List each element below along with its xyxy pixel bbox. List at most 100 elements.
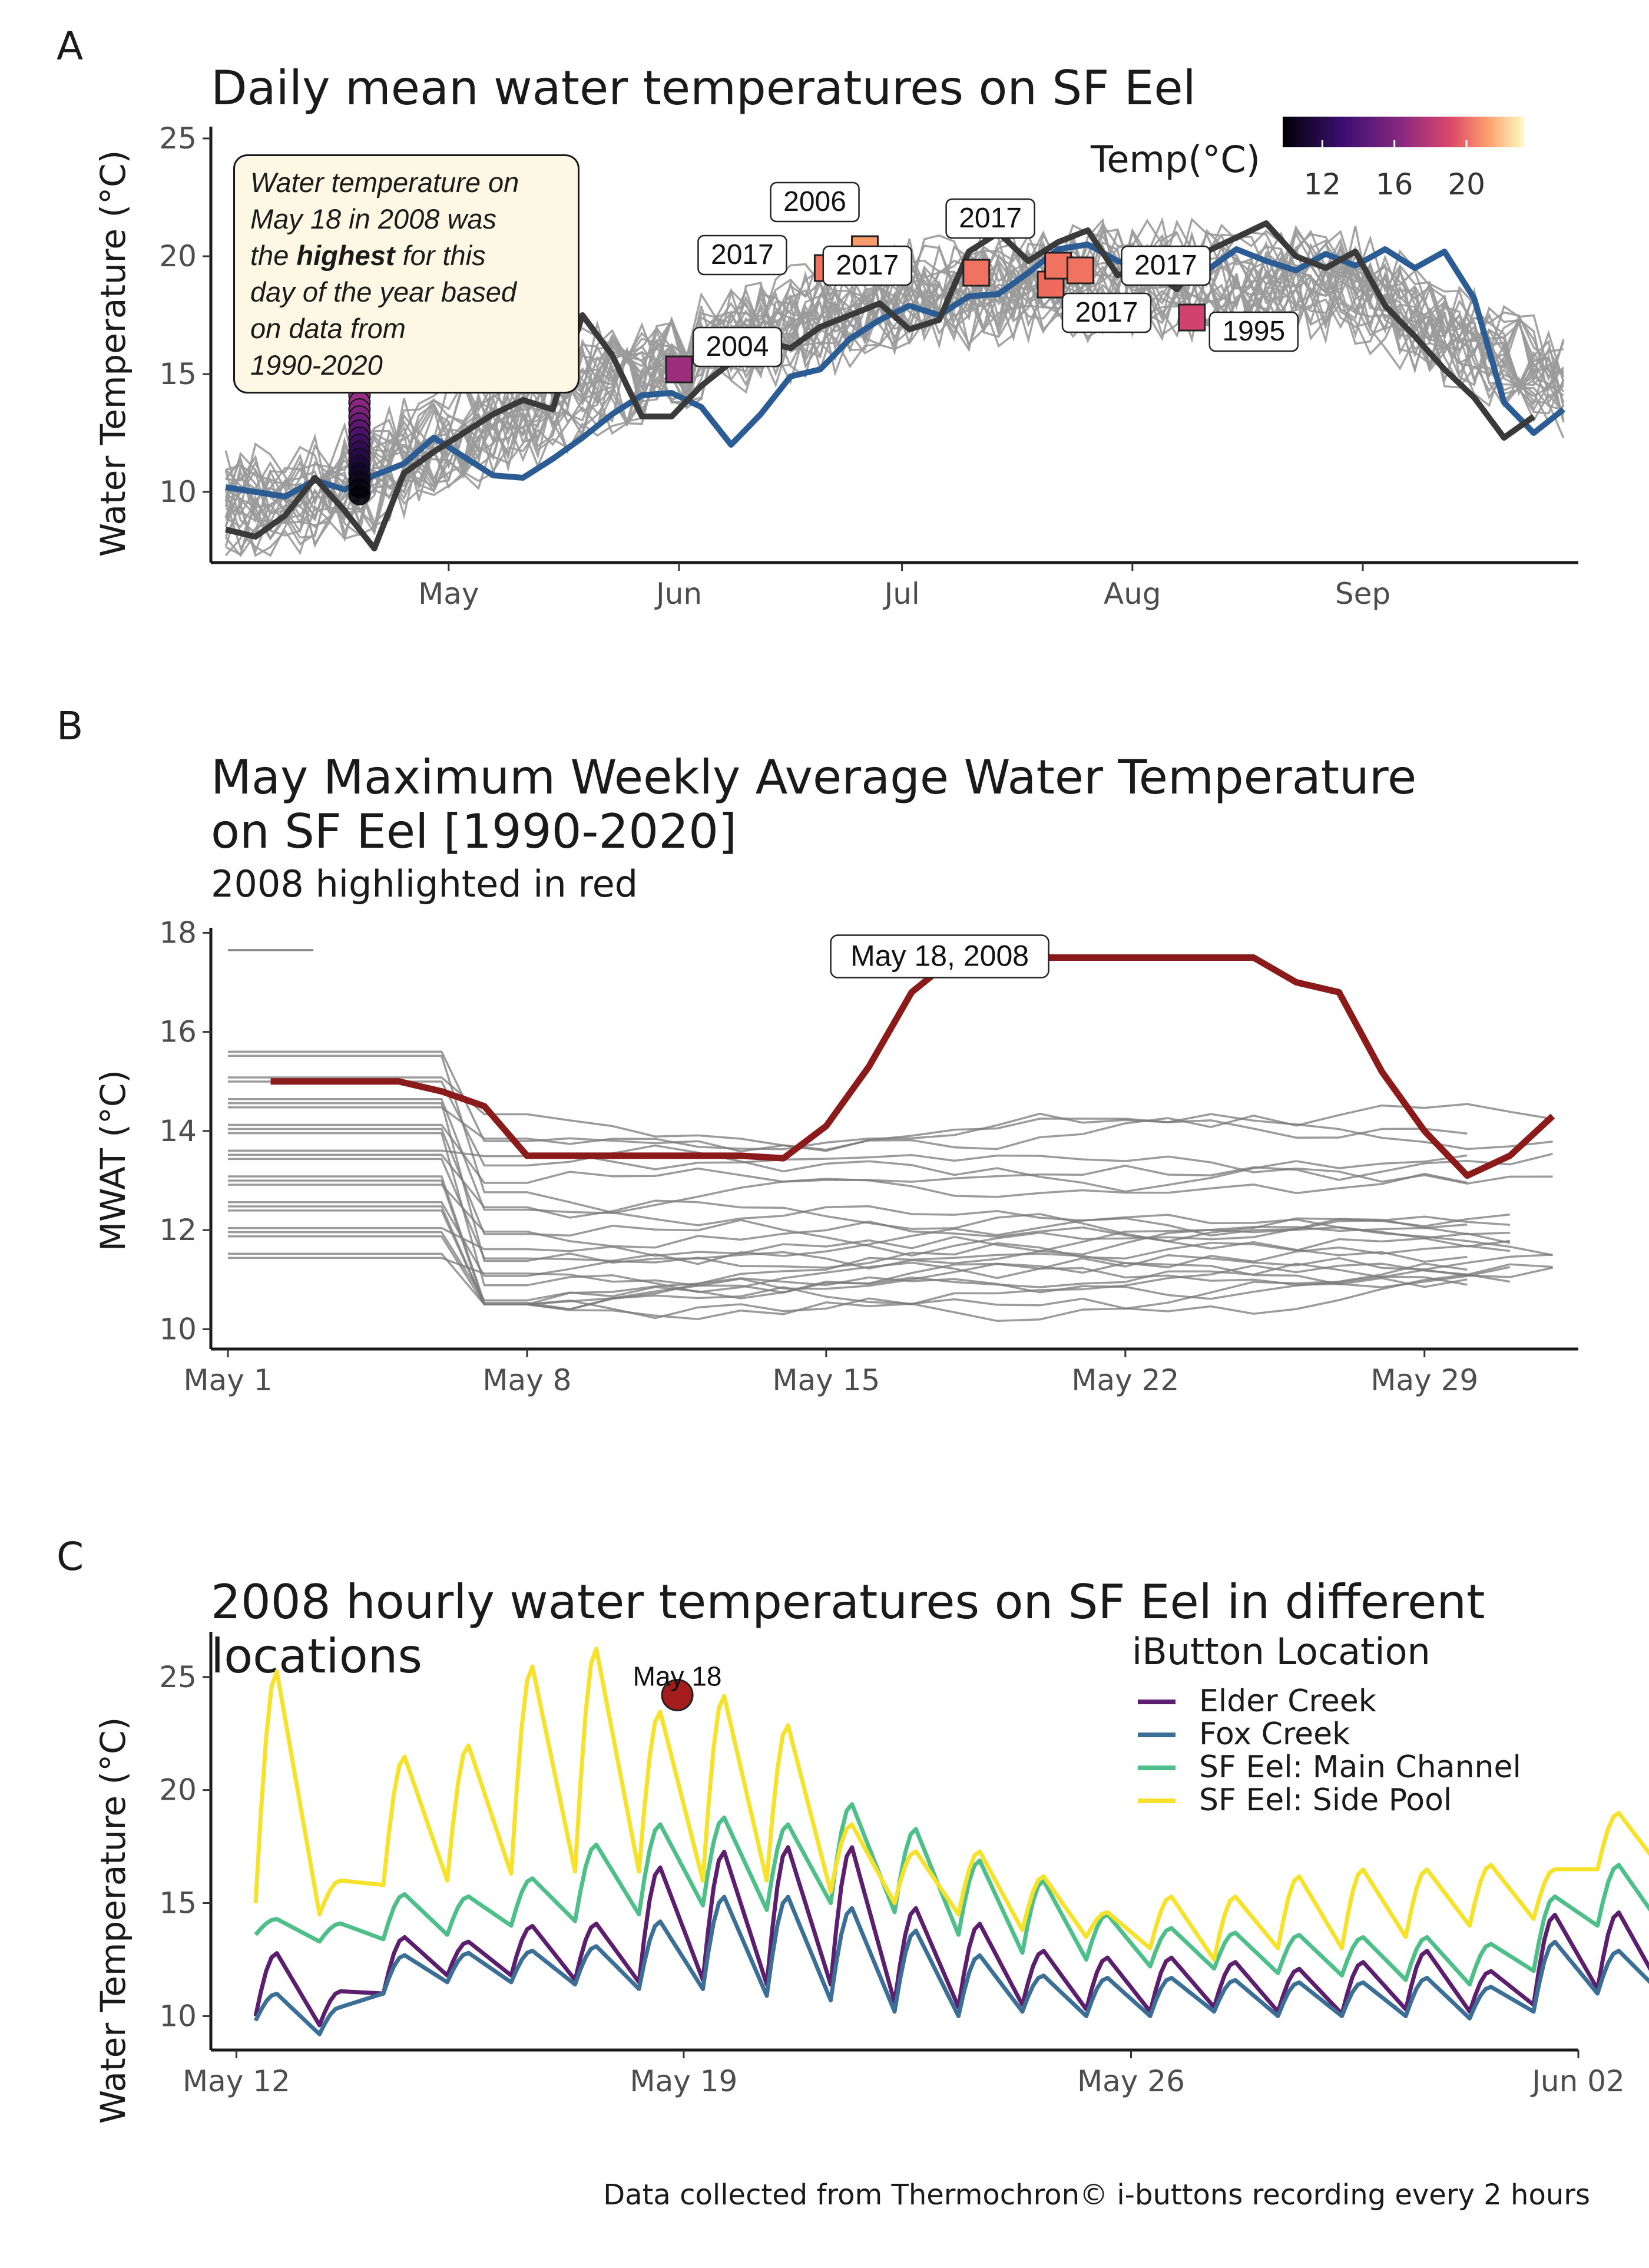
- y-axis-label-c: Water Temperature (°C): [93, 1717, 133, 2124]
- background-year-line: [224, 255, 1565, 555]
- x-tick-label-b: May 1: [183, 1363, 272, 1397]
- legend-label: Elder Creek: [1199, 1684, 1376, 1719]
- x-tick-label-a: Aug: [1104, 577, 1161, 611]
- record-point: [962, 259, 991, 287]
- background-year-line: [228, 1149, 1553, 1185]
- x-tick-label-a: Jul: [882, 577, 919, 611]
- panel-a: A Daily mean water temperatures on SF Ee…: [0, 0, 1649, 648]
- y-axis-label-b: MWAT (°C): [93, 1070, 133, 1251]
- record-label-box: [1061, 292, 1152, 333]
- background-year-line: [225, 227, 1565, 512]
- record-label-box: [822, 245, 913, 286]
- panel-label-c: C: [57, 1534, 84, 1579]
- x-tick-label-c: May 26: [1077, 2064, 1185, 2098]
- background-year-line: [228, 1050, 1553, 1153]
- background-year-line: [228, 1201, 1511, 1277]
- background-year-line: [228, 1223, 1468, 1257]
- panel-c-title: 2008 hourly water temperatures on SF Eel…: [211, 1575, 1485, 1684]
- highlight-label-box: [830, 934, 1049, 978]
- legend-tick-label: 12: [1304, 167, 1342, 201]
- record-label: 1995: [1222, 316, 1285, 347]
- y-tick-label-b: 16: [159, 1015, 197, 1049]
- chart-b: MWAT (°C) 10 12 14 16 18 May 1 May 8 May 15 May …: [93, 915, 1578, 1397]
- background-year-line: [228, 1054, 1511, 1237]
- x-tick-label-c: May 12: [183, 2064, 290, 2098]
- background-year-line: [228, 1123, 1553, 1184]
- x-tick-label-b: May 8: [482, 1363, 571, 1397]
- annotation-callout: Water temperature on May 18 in 2008 was …: [233, 154, 580, 394]
- may18-year-point: [348, 483, 371, 505]
- panel-c: C 2008 hourly water temperatures on SF E…: [0, 1485, 1649, 2268]
- background-year-line: [228, 1158, 1553, 1265]
- background-year-line: [228, 1128, 1510, 1257]
- callout-highlight-word: highest: [296, 240, 395, 271]
- callout-line-1: Water temperature on: [250, 167, 519, 198]
- callout-line-4: day of the year based: [250, 276, 517, 308]
- highlight-line-dark: [225, 220, 1536, 551]
- background-year-line: [228, 1209, 1511, 1320]
- legend-label: SF Eel: Main Channel: [1199, 1750, 1521, 1785]
- record-label: 2017: [836, 250, 899, 281]
- y-tick-label-c: 25: [159, 1660, 197, 1694]
- panel-b-title: May Maximum Weekly Average Water Tempera…: [211, 751, 1416, 859]
- record-point: [665, 355, 693, 383]
- background-year-line: [228, 1102, 1511, 1270]
- legend-label: SF Eel: Side Pool: [1199, 1783, 1452, 1818]
- y-tick-label-c: 20: [159, 1773, 197, 1807]
- highlight-line-2008: [270, 954, 1555, 1179]
- record-point: [1066, 256, 1094, 285]
- background-year-line: [228, 1153, 1468, 1263]
- y-tick-label-b: 10: [159, 1312, 197, 1346]
- panel-b-subtitle: 2008 highlighted in red: [211, 862, 638, 905]
- panel-b-title-line-2: on SF Eel [1990-2020]: [211, 804, 737, 859]
- record-label-box: [1121, 245, 1211, 286]
- background-year-line: [225, 269, 1565, 545]
- background-year-line: [228, 1183, 1511, 1249]
- location-line: [254, 1802, 1649, 1987]
- record-label-box: [692, 326, 783, 368]
- record-label-box: [945, 198, 1035, 239]
- callout-line-3: the highest for this: [250, 237, 562, 274]
- y-tick-label-b: 14: [159, 1114, 197, 1148]
- location-line: [253, 1845, 1649, 2028]
- x-tick-label-b: May 29: [1370, 1363, 1478, 1397]
- peak-marker-label: May 18: [633, 1661, 722, 1691]
- background-year-line: [228, 1231, 1553, 1302]
- y-tick-label-b: 18: [159, 915, 197, 950]
- callout-line-5: on data from: [250, 313, 406, 344]
- y-axis-label-a: Water Temperature (°C): [93, 150, 133, 557]
- peak-marker: [661, 1678, 694, 1711]
- callout-line-3-pre: the: [250, 240, 297, 271]
- background-year-line: [228, 1076, 1553, 1152]
- record-label-box: [697, 234, 787, 276]
- background-year-line: [228, 1175, 1511, 1311]
- panel-label-b: B: [57, 703, 84, 749]
- callout-line-3-post: for this: [395, 240, 486, 271]
- legend-tick-label: 16: [1376, 167, 1413, 201]
- temp-colorbar: [1283, 117, 1524, 147]
- y-tick-label-a: 10: [159, 475, 197, 509]
- background-year-line: [224, 243, 1565, 535]
- background-year-line: [228, 1179, 1468, 1323]
- panel-b: B May Maximum Weekly Average Water Tempe…: [0, 648, 1649, 1485]
- highlight-label: May 18, 2008: [850, 939, 1029, 972]
- x-tick-label-a: Jun: [654, 577, 702, 611]
- y-tick-label-a: 20: [159, 239, 197, 273]
- background-year-line: [228, 1205, 1553, 1320]
- y-tick-label-b: 12: [159, 1213, 197, 1247]
- legend-title-c: iButton Location: [1132, 1630, 1431, 1673]
- record-label: 2017: [1134, 250, 1197, 281]
- record-label: 2017: [959, 203, 1022, 234]
- callout-line-6: 1990-2020: [250, 349, 383, 381]
- panel-b-title-line-1: May Maximum Weekly Average Water Tempera…: [211, 750, 1417, 805]
- legend-tick-label: 20: [1448, 167, 1485, 201]
- record-label: 2006: [783, 186, 846, 217]
- background-year-line: [228, 1106, 1468, 1150]
- record-label-box: [770, 181, 860, 223]
- record-label: 2017: [1075, 297, 1138, 328]
- x-tick-label-a: Sep: [1335, 577, 1390, 611]
- location-line: [253, 1647, 1649, 1962]
- x-tick-label-a: May: [418, 577, 479, 611]
- legend-label: Fox Creek: [1199, 1717, 1350, 1752]
- background-year-line: [224, 265, 1564, 557]
